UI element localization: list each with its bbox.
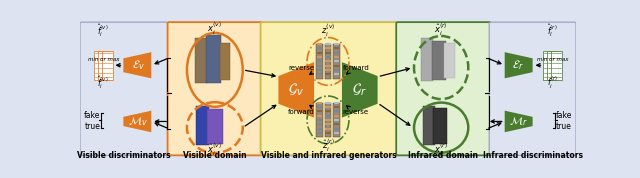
Text: $\mathcal{G}_r$: $\mathcal{G}_r$ bbox=[353, 82, 367, 98]
Text: $\mathcal{M}_r$: $\mathcal{M}_r$ bbox=[509, 115, 527, 128]
Text: forward: forward bbox=[342, 65, 369, 70]
Text: $z_i^{\langle v \rangle}$: $z_i^{\langle v \rangle}$ bbox=[321, 22, 335, 39]
Polygon shape bbox=[278, 62, 314, 118]
Bar bbox=[444, 43, 455, 78]
Text: $x_i^{\langle r \rangle}$: $x_i^{\langle r \rangle}$ bbox=[434, 142, 448, 158]
Polygon shape bbox=[505, 52, 532, 78]
Text: $\mathcal{G}_v$: $\mathcal{G}_v$ bbox=[288, 82, 304, 98]
Bar bbox=[433, 108, 447, 144]
Bar bbox=[98, 51, 109, 80]
Text: Infrared domain: Infrared domain bbox=[408, 151, 479, 160]
Text: fake: fake bbox=[556, 111, 572, 120]
Text: Visible discriminators: Visible discriminators bbox=[77, 151, 171, 160]
Text: true: true bbox=[84, 122, 100, 131]
Text: $\mathcal{E}_r$: $\mathcal{E}_r$ bbox=[512, 58, 524, 72]
Text: $x_i^{\langle v \rangle}$: $x_i^{\langle v \rangle}$ bbox=[207, 21, 223, 37]
Text: fake: fake bbox=[84, 111, 100, 120]
FancyBboxPatch shape bbox=[489, 22, 576, 155]
Bar bbox=[316, 103, 323, 137]
Bar bbox=[333, 44, 340, 79]
Text: Visible and infrared generators: Visible and infrared generators bbox=[261, 151, 397, 160]
Bar bbox=[94, 51, 105, 80]
Text: $f_i^{\langle r \rangle}$: $f_i^{\langle r \rangle}$ bbox=[547, 75, 558, 91]
Text: forward: forward bbox=[288, 109, 315, 115]
Bar bbox=[547, 51, 558, 80]
Bar bbox=[324, 44, 332, 79]
FancyBboxPatch shape bbox=[260, 22, 397, 155]
Bar bbox=[195, 38, 207, 83]
Text: reverse: reverse bbox=[289, 65, 315, 70]
Bar bbox=[196, 106, 209, 145]
FancyBboxPatch shape bbox=[168, 22, 262, 155]
Bar bbox=[551, 51, 562, 80]
Text: min or max: min or max bbox=[537, 57, 568, 62]
Bar bbox=[333, 103, 340, 137]
Polygon shape bbox=[124, 52, 151, 78]
Text: Visible domain: Visible domain bbox=[183, 151, 246, 160]
Text: Infrared discriminators: Infrared discriminators bbox=[483, 151, 582, 160]
Polygon shape bbox=[124, 111, 151, 132]
Text: true: true bbox=[556, 122, 572, 131]
Text: $\mathcal{E}_v$: $\mathcal{E}_v$ bbox=[132, 58, 145, 72]
Text: $\hat{x}_i^{\langle r \rangle}$: $\hat{x}_i^{\langle r \rangle}$ bbox=[435, 22, 448, 38]
Text: $\hat{z}_i^{\langle r \rangle}$: $\hat{z}_i^{\langle r \rangle}$ bbox=[321, 138, 335, 154]
Bar bbox=[316, 44, 323, 79]
Text: reverse: reverse bbox=[343, 109, 369, 115]
Polygon shape bbox=[505, 111, 532, 132]
Text: min or max: min or max bbox=[88, 57, 119, 62]
Bar bbox=[324, 103, 332, 137]
Text: $\hat{x}_i^{\langle v \rangle}$: $\hat{x}_i^{\langle v \rangle}$ bbox=[207, 142, 222, 158]
FancyBboxPatch shape bbox=[80, 22, 168, 155]
Text: $\hat{f}_i^{\langle v \rangle}$: $\hat{f}_i^{\langle v \rangle}$ bbox=[97, 74, 109, 91]
Bar bbox=[432, 41, 446, 80]
Polygon shape bbox=[342, 62, 378, 118]
FancyBboxPatch shape bbox=[396, 22, 491, 155]
Text: $\mathcal{M}_v$: $\mathcal{M}_v$ bbox=[128, 115, 148, 128]
Bar bbox=[205, 35, 221, 83]
Bar bbox=[220, 43, 230, 80]
Text: $\hat{f}_i^{\langle v \rangle}$: $\hat{f}_i^{\langle v \rangle}$ bbox=[97, 22, 109, 39]
Bar bbox=[102, 51, 113, 80]
Bar bbox=[543, 51, 554, 80]
Text: $\hat{f}_l^{\langle r \rangle}$: $\hat{f}_l^{\langle r \rangle}$ bbox=[547, 22, 558, 39]
Bar bbox=[422, 106, 435, 145]
Bar bbox=[421, 38, 433, 81]
Bar bbox=[207, 109, 223, 144]
